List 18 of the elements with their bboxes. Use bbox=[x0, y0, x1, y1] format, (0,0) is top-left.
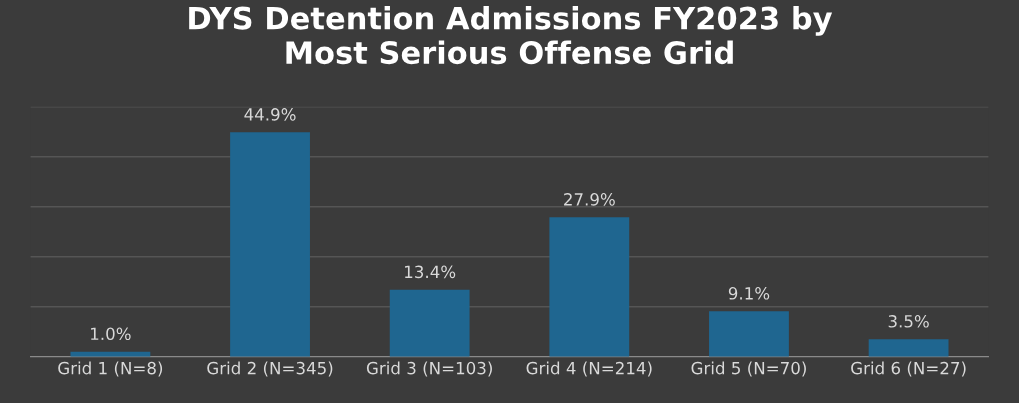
data-label: 3.5% bbox=[888, 315, 929, 328]
bar bbox=[549, 217, 630, 357]
data-label: 9.1% bbox=[728, 287, 770, 300]
data-label: 44.9% bbox=[244, 108, 296, 121]
x-tick-label: Grid 4 (N=214) bbox=[526, 361, 652, 377]
x-tick-label: Grid 5 (N=70) bbox=[691, 361, 806, 377]
x-tick-label: Grid 6 (N=27) bbox=[851, 361, 966, 377]
data-label: 27.9% bbox=[564, 193, 615, 206]
x-tick-label: Grid 2 (N=345) bbox=[207, 361, 333, 377]
x-tick-label: Grid 1 (N=8) bbox=[58, 361, 163, 377]
bar bbox=[868, 339, 949, 357]
bar bbox=[709, 311, 789, 357]
x-tick-label: Grid 3 (N=103) bbox=[366, 361, 492, 377]
data-label: 1.0% bbox=[91, 327, 131, 341]
data-label: 13.4% bbox=[405, 265, 456, 279]
chart-title: DYS Detention Admissions FY2023 by Most Serious Offense Grid bbox=[189, 6, 833, 65]
bar bbox=[230, 132, 310, 357]
bar bbox=[389, 289, 470, 357]
